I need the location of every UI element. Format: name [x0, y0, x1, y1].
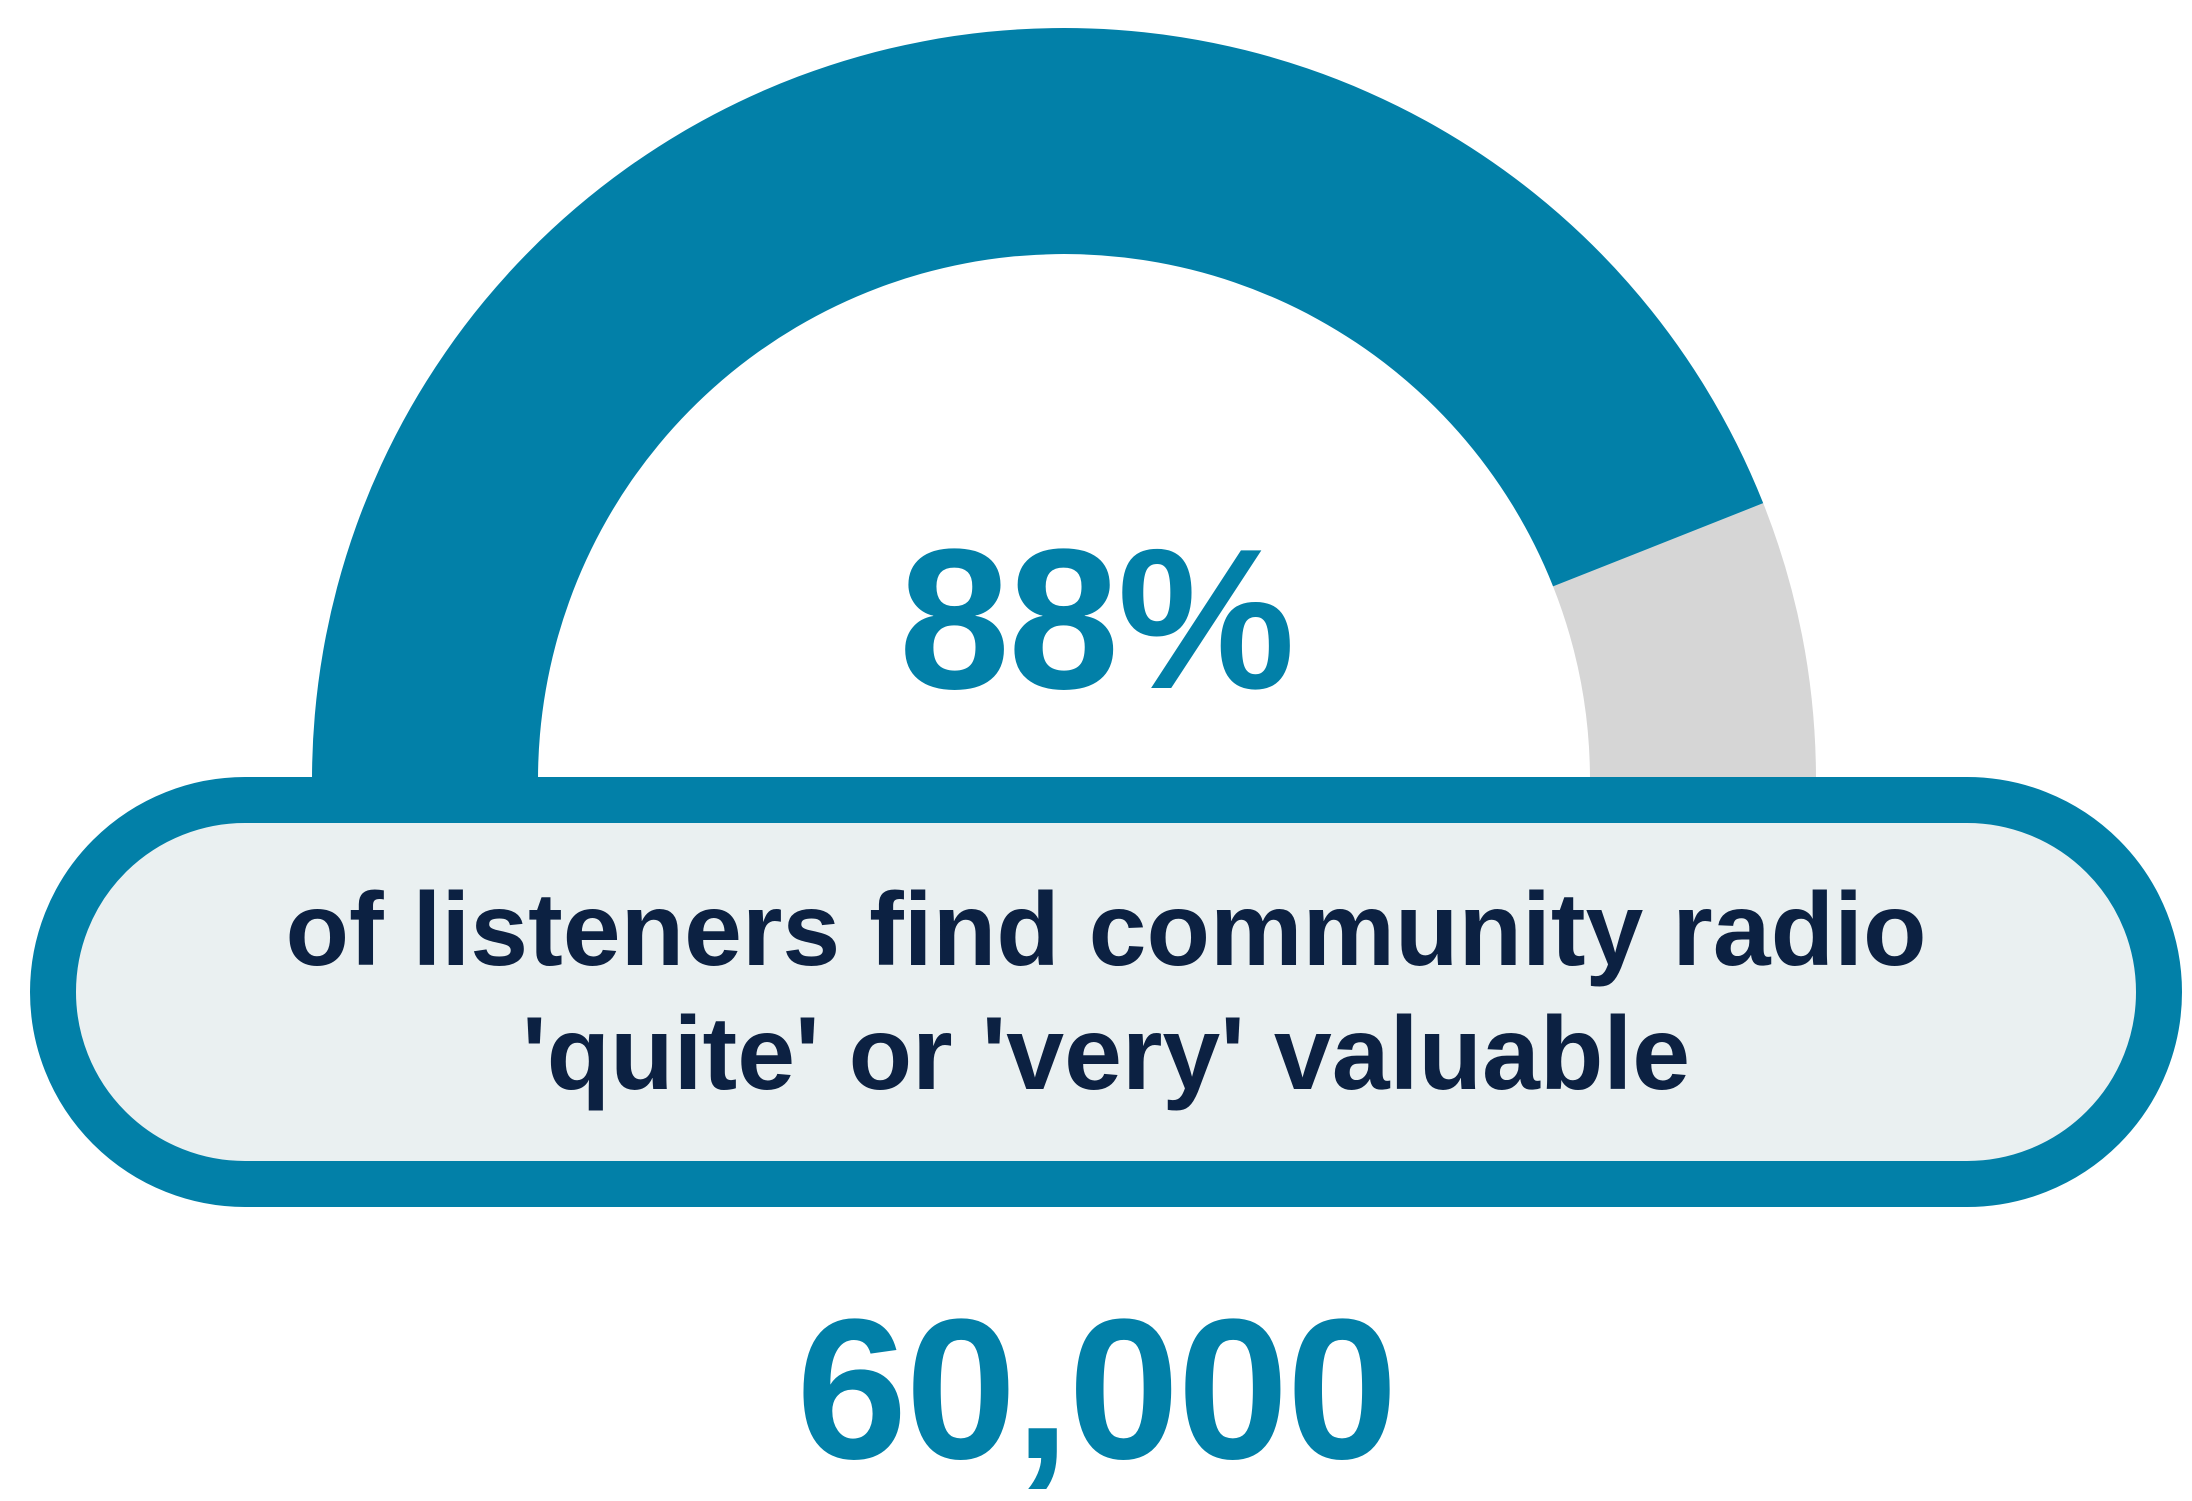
gauge-value-label: 88%	[898, 508, 1295, 731]
caption-text: of listeners find community radio 'quite…	[285, 872, 1927, 1112]
gauge-remainder-arc	[1553, 503, 1816, 780]
gauge-filled-arc	[312, 28, 1764, 780]
caption-pill: of listeners find community radio 'quite…	[30, 777, 2182, 1207]
bottom-number: 60,000	[796, 1278, 1398, 1501]
